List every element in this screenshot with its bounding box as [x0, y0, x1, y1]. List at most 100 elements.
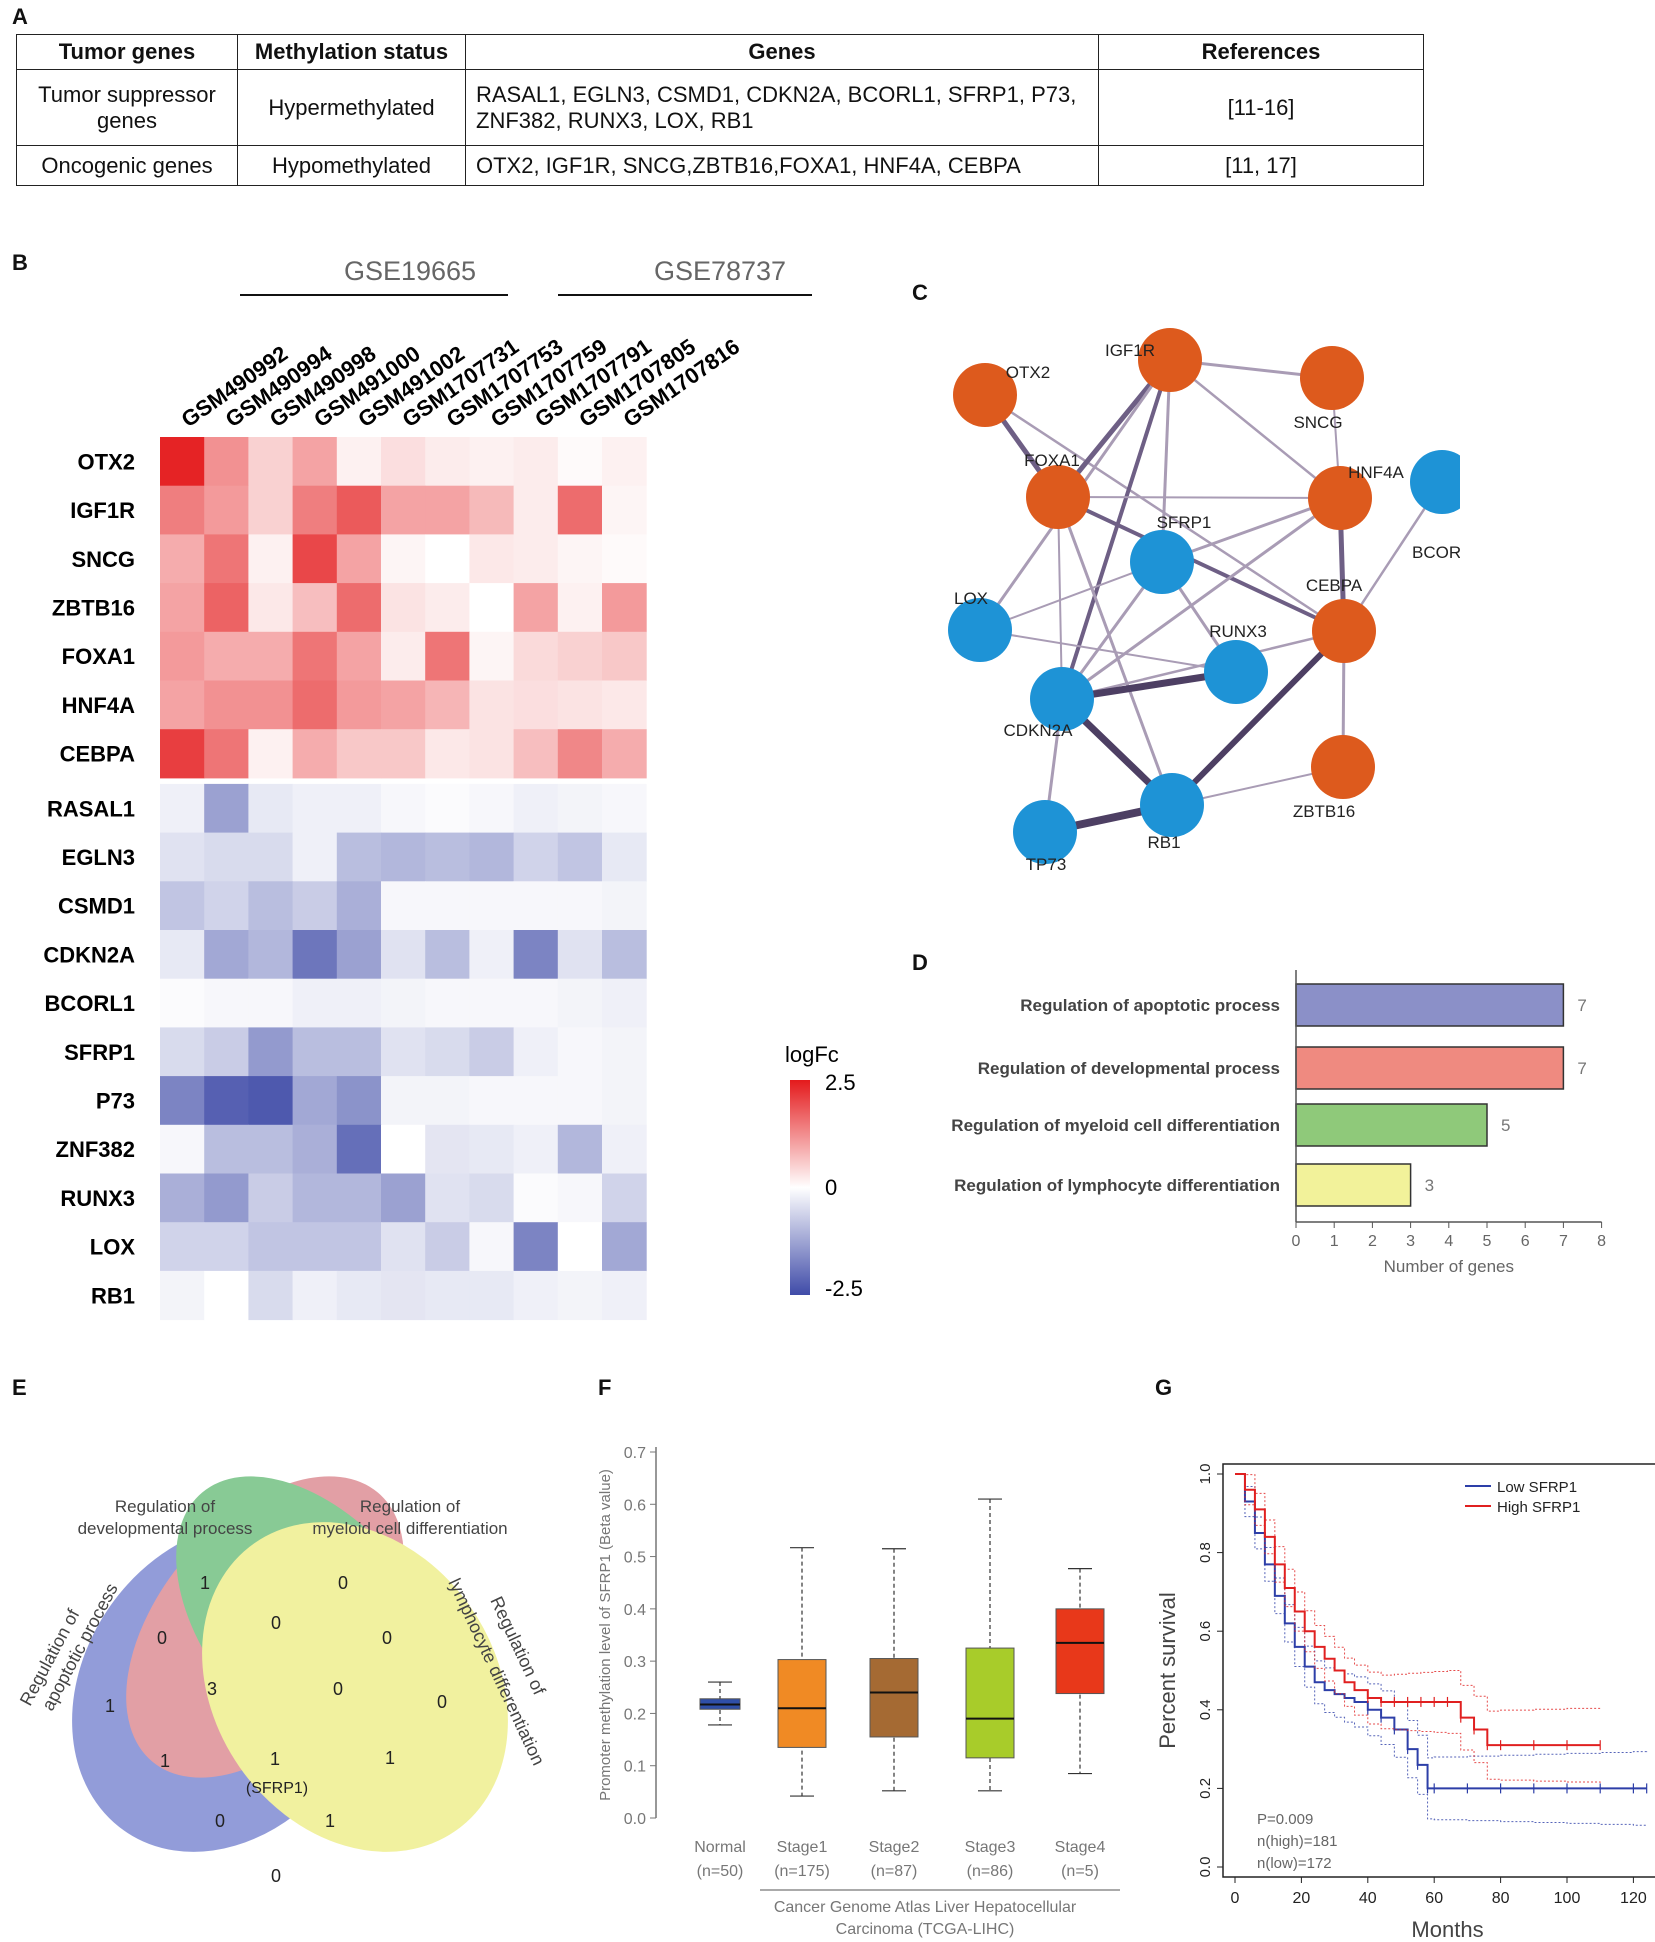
heatmap-cell — [292, 583, 338, 633]
heatmap-cell — [425, 930, 470, 980]
heatmap-cell — [513, 1027, 559, 1077]
venn-count: 1 — [385, 1748, 395, 1768]
heatmap-cell — [469, 680, 515, 730]
heatmap-cell — [160, 631, 205, 681]
group-n-label: (n=86) — [967, 1863, 1014, 1880]
survival-ci-line — [1235, 1473, 1601, 1712]
heatmap-cell — [248, 1124, 294, 1174]
heatmap-cell — [425, 1027, 470, 1077]
heatmap-cell — [381, 783, 426, 834]
table-header-cell: Tumor genes — [16, 34, 238, 70]
heatmap-cell — [160, 485, 205, 535]
heatmap-cell — [602, 1124, 647, 1174]
network-node-label: RB1 — [1147, 833, 1180, 852]
heatmap-cell — [381, 1270, 426, 1321]
heatmap-cell — [204, 729, 249, 779]
bar — [1295, 1163, 1412, 1207]
x-tick-label: 4 — [1444, 1233, 1453, 1250]
heatmap-cell — [336, 1173, 382, 1223]
heatmap-cell — [248, 485, 294, 535]
heatmap-cell — [469, 1270, 515, 1321]
heatmap-cell — [381, 1076, 426, 1126]
heatmap-cell — [204, 930, 249, 980]
box — [777, 1659, 827, 1748]
legend-min: -2.5 — [825, 1276, 863, 1301]
panel-label-e: E — [12, 1375, 27, 1400]
heatmap-cell — [292, 534, 338, 584]
heatmap-cell — [602, 832, 647, 882]
heatmap-cell — [248, 783, 294, 834]
heatmap-cell — [513, 485, 559, 535]
group-label: Stage3 — [965, 1839, 1016, 1856]
venn-label-b-line1: Regulation of — [115, 1497, 215, 1516]
heatmap-cell — [292, 1076, 338, 1126]
heatmap-cell — [557, 631, 603, 681]
bar-value-label: 3 — [1425, 1176, 1434, 1195]
network-node-lox — [948, 598, 1012, 662]
legend-box — [1455, 1472, 1615, 1520]
heatmap-cell — [292, 783, 338, 834]
heatmap-cell — [602, 1222, 647, 1272]
table-cell: Hypomethylated — [237, 145, 466, 186]
x-tick-label: 20 — [1293, 1890, 1311, 1907]
heatmap-gene-label: OTX2 — [78, 449, 135, 474]
heatmap-cell — [469, 485, 515, 535]
heatmap-cell — [469, 1173, 515, 1223]
network-edge — [979, 629, 1237, 673]
heatmap-gene-label: CDKN2A — [43, 942, 135, 967]
heatmap-cell — [292, 631, 338, 681]
panel-label-g: G — [1155, 1375, 1173, 1400]
venn-count: 0 — [338, 1573, 348, 1593]
heatmap-cell — [602, 680, 647, 730]
annotation: n(high)=181 — [1257, 1833, 1337, 1850]
heatmap-cell — [204, 680, 249, 730]
table-cell: [11-16] — [1098, 69, 1424, 146]
heatmap-cell — [557, 1270, 603, 1321]
heatmap-cell — [513, 437, 559, 487]
heatmap-cell — [204, 437, 249, 487]
group-label: Stage4 — [1055, 1839, 1106, 1856]
table-header-cell: Genes — [465, 34, 1099, 70]
heatmap-cell — [513, 729, 559, 779]
heatmap-cell — [602, 1270, 647, 1321]
heatmap-cell — [336, 1124, 382, 1174]
heatmap-cell — [336, 1076, 382, 1126]
heatmap-cell — [469, 978, 515, 1028]
x-tick-label: 1 — [1330, 1233, 1339, 1250]
heatmap-gene-label: RB1 — [91, 1283, 135, 1308]
heatmap-cell — [602, 729, 647, 779]
heatmap-cell — [160, 930, 205, 980]
heatmap-cell — [513, 783, 559, 834]
heatmap-cell — [336, 930, 382, 980]
network-node-label: TP73 — [1026, 855, 1067, 874]
heatmap-cell — [602, 783, 647, 834]
heatmap-cell — [160, 680, 205, 730]
heatmap-cell — [160, 978, 205, 1028]
heatmap-cell — [248, 1076, 294, 1126]
heatmap-cell — [336, 881, 382, 931]
heatmap-cell — [292, 1173, 338, 1223]
heatmap-cell — [204, 1270, 249, 1321]
network-edge — [1160, 358, 1172, 564]
heatmap-cell — [381, 1124, 426, 1174]
network-node-label: ZBTB16 — [1293, 802, 1355, 821]
heatmap-cell — [557, 1124, 603, 1174]
network-edge — [1060, 358, 1172, 701]
network-node-igf1r — [1138, 328, 1202, 392]
plot-frame — [1222, 1463, 1655, 1878]
sfrp1-methylation-boxplot: 0.0 0.1 0.2 0.3 0.4 0.5 0.6 0.7 Promoter methyla… — [597, 1445, 1120, 1938]
heatmap-cell — [292, 978, 338, 1028]
heatmap-cell — [602, 534, 647, 584]
venn-count: 0 — [271, 1613, 281, 1633]
gene-interaction-network: IGF1R OTX2 SNCG FOXA1 HNF4A SFRP1 BCORL1 LOX CEB… — [948, 328, 1460, 874]
table-row: Tumor suppressor genes Hypermethylated R… — [16, 69, 1424, 146]
venn-count: 0 — [333, 1679, 343, 1699]
bar-category-label: Regulation of apoptotic process — [1020, 996, 1280, 1015]
heatmap-cell — [160, 534, 205, 584]
heatmap-cell — [248, 631, 294, 681]
network-node-sfrp1 — [1130, 530, 1194, 594]
heatmap-cell — [248, 1173, 294, 1223]
bar — [1295, 1103, 1488, 1147]
network-node-label: SNCG — [1293, 413, 1342, 432]
x-tick-label: 0 — [1231, 1890, 1240, 1907]
